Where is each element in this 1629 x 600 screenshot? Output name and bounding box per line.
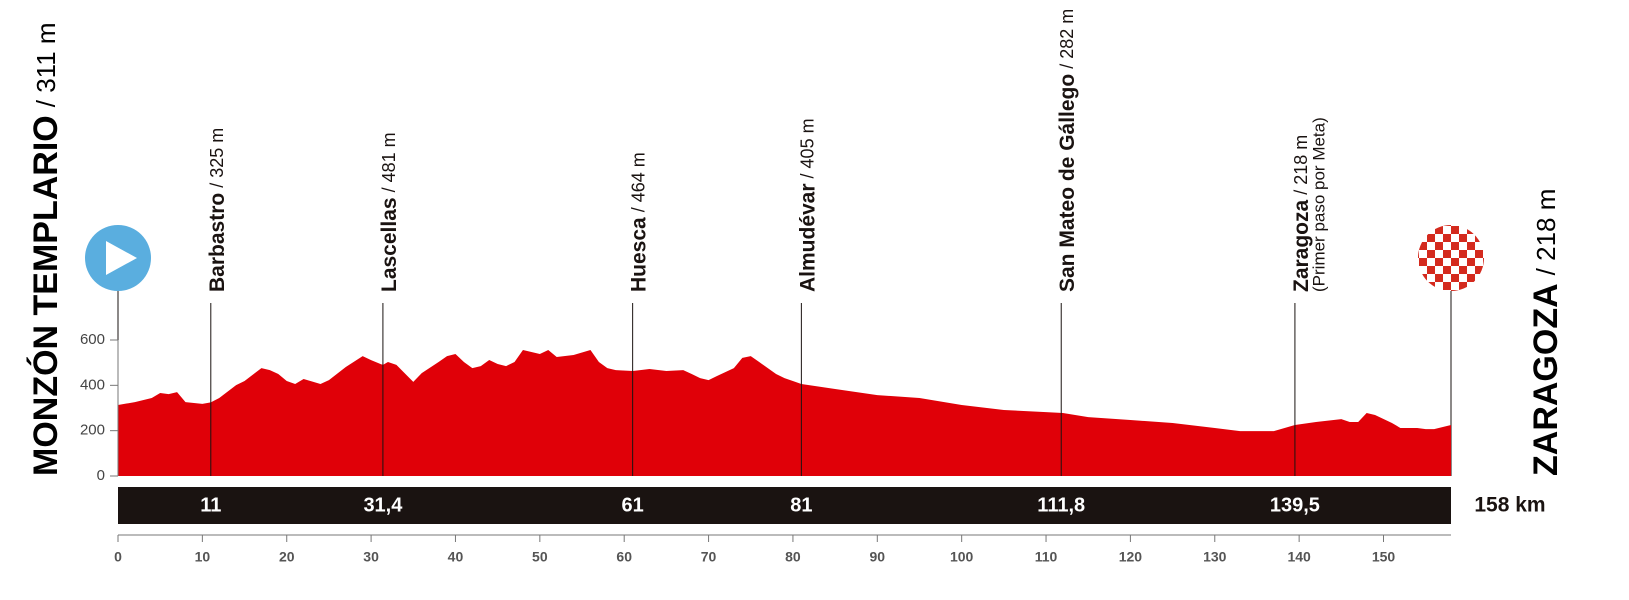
x-tick-label: 110 — [1035, 549, 1058, 565]
distance-bar — [118, 487, 1451, 524]
place-km: 31,4 — [363, 494, 403, 516]
x-tick-label: 140 — [1287, 549, 1311, 565]
place-name: San Mateo de Gállego — [1056, 74, 1079, 292]
place-name: Huesca — [627, 217, 650, 292]
place-name: Almudévar — [796, 183, 819, 292]
x-tick-label: 100 — [950, 549, 974, 565]
x-tick-label: 50 — [532, 549, 548, 565]
y-tick-label: 400 — [80, 376, 105, 393]
place-name: Barbastro — [205, 193, 228, 292]
place-alt: / 325 m — [207, 128, 227, 188]
x-tick-label: 40 — [448, 549, 464, 565]
x-tick-label: 150 — [1372, 549, 1396, 565]
place-label: Zaragoza / 218 m — [1289, 135, 1312, 292]
place-label: Almudévar / 405 m — [796, 118, 819, 292]
place-alt: / 218 m — [1291, 135, 1311, 195]
y-tick-label: 0 — [97, 467, 105, 484]
place-label: Lascellas / 481 m — [377, 132, 400, 292]
place-label: Huesca / 464 m — [627, 152, 650, 292]
place-km: 81 — [790, 494, 812, 516]
finish-icon — [1418, 225, 1484, 291]
x-tick-label: 60 — [616, 549, 632, 565]
start-arrow — [106, 241, 137, 275]
x-tick-label: 70 — [701, 549, 717, 565]
y-tick-label: 200 — [80, 422, 105, 439]
place-name: Lascellas — [377, 197, 400, 292]
x-tick-label: 10 — [195, 549, 211, 565]
x-tick-label: 80 — [785, 549, 801, 565]
total-distance: 158 km — [1474, 494, 1545, 517]
place-alt: / 405 m — [797, 118, 817, 178]
x-tick-label: 30 — [363, 549, 379, 565]
place-alt: / 282 m — [1057, 9, 1077, 69]
place-alt: / 464 m — [628, 152, 648, 212]
elevation-area — [118, 349, 1451, 476]
place-alt: / 481 m — [379, 132, 399, 192]
x-tick-label: 120 — [1119, 549, 1143, 565]
x-tick-label: 20 — [279, 549, 295, 565]
place-km: 139,5 — [1270, 494, 1320, 516]
place-km: 11 — [200, 494, 221, 516]
finish-label: ZARAGOZA/ 218 m — [1527, 189, 1565, 476]
place-label: San Mateo de Gállego / 282 m — [1056, 9, 1079, 292]
x-tick-label: 130 — [1203, 549, 1227, 565]
y-tick-label: 600 — [80, 331, 105, 348]
place-note: (Primer paso por Meta) — [1309, 117, 1328, 292]
start-label: MONZÓN TEMPLARIO/ 311 m — [27, 22, 65, 476]
place-label: Barbastro / 325 m — [205, 128, 228, 292]
x-tick-label: 90 — [870, 549, 886, 565]
place-km: 111,8 — [1037, 494, 1085, 516]
place-name: Zaragoza — [1289, 199, 1312, 292]
place-km: 61 — [622, 494, 644, 516]
x-tick-label: 0 — [114, 549, 122, 565]
